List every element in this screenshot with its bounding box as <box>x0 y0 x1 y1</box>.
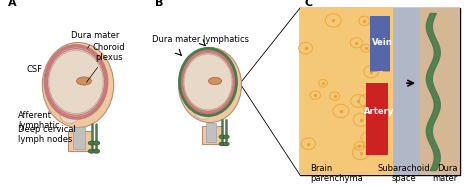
Text: Vein: Vein <box>372 38 392 47</box>
Text: A: A <box>8 0 17 8</box>
Polygon shape <box>420 8 460 175</box>
Polygon shape <box>380 83 388 155</box>
Polygon shape <box>300 8 393 175</box>
Ellipse shape <box>182 51 235 113</box>
Ellipse shape <box>93 149 100 153</box>
Text: Choroid
plexus: Choroid plexus <box>86 43 125 82</box>
Polygon shape <box>393 8 420 175</box>
Polygon shape <box>370 16 390 71</box>
FancyBboxPatch shape <box>300 8 460 175</box>
Text: Brain
parenchyma: Brain parenchyma <box>310 164 363 183</box>
Ellipse shape <box>223 135 229 139</box>
Ellipse shape <box>180 49 236 115</box>
Ellipse shape <box>46 47 106 117</box>
Text: Artery: Artery <box>364 107 394 116</box>
Text: Afferent
lymphatic: Afferent lymphatic <box>18 111 60 130</box>
Ellipse shape <box>93 141 100 145</box>
Text: Dura mater: Dura mater <box>71 31 119 48</box>
Polygon shape <box>370 62 390 71</box>
Text: C: C <box>305 0 313 8</box>
Polygon shape <box>366 83 388 94</box>
Ellipse shape <box>88 141 95 145</box>
Text: Dura
mater: Dura mater <box>433 164 458 183</box>
Ellipse shape <box>223 142 229 146</box>
Ellipse shape <box>88 149 95 153</box>
Polygon shape <box>366 83 388 155</box>
Text: Subarachoid
space: Subarachoid space <box>378 164 430 183</box>
Ellipse shape <box>49 50 103 114</box>
Ellipse shape <box>179 48 241 123</box>
Text: CSF: CSF <box>27 65 46 75</box>
Ellipse shape <box>42 43 114 127</box>
Polygon shape <box>201 126 222 144</box>
Ellipse shape <box>45 45 108 119</box>
Ellipse shape <box>194 103 212 119</box>
Ellipse shape <box>60 104 80 123</box>
Ellipse shape <box>219 135 225 139</box>
Ellipse shape <box>76 77 91 85</box>
Polygon shape <box>206 123 216 142</box>
Text: B: B <box>155 0 164 8</box>
Text: Deep cervical
lymph nodes: Deep cervical lymph nodes <box>18 124 76 144</box>
Ellipse shape <box>184 54 232 110</box>
Polygon shape <box>73 127 85 149</box>
Text: Dura mater lymphatics: Dura mater lymphatics <box>153 35 249 44</box>
Polygon shape <box>68 131 91 151</box>
Ellipse shape <box>219 142 225 146</box>
Ellipse shape <box>209 77 222 85</box>
